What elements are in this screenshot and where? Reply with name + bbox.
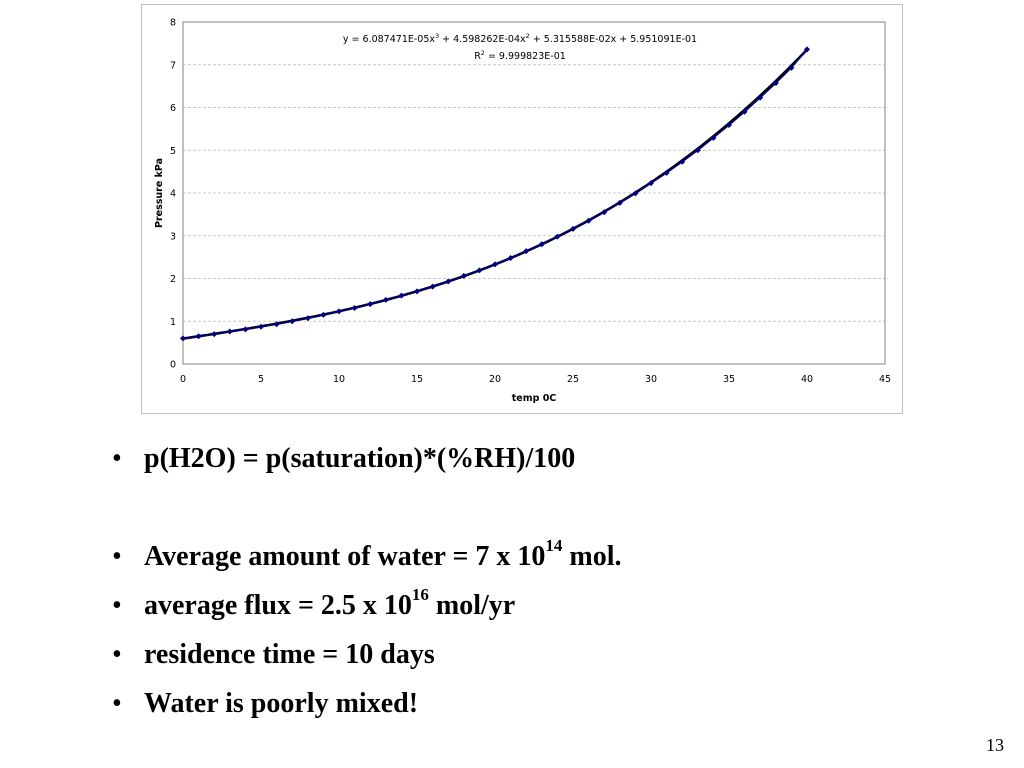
data-point — [367, 301, 374, 308]
bullet-text: Water is poorly mixed! — [144, 688, 419, 719]
data-point — [351, 304, 358, 311]
bullet-item: • Water is poorly mixed! — [112, 683, 622, 732]
data-point — [554, 233, 561, 240]
data-point — [180, 335, 186, 342]
data-point — [492, 261, 498, 268]
data-point — [741, 108, 748, 115]
data-point — [523, 248, 530, 255]
y-tick-labels: 0 1 2 3 4 5 6 7 8 — [170, 18, 176, 371]
data-point — [382, 296, 389, 303]
y-tick-label: 3 — [170, 231, 176, 242]
y-tick-label: 1 — [170, 317, 176, 328]
y-tick-label: 8 — [170, 18, 176, 29]
data-point — [648, 180, 654, 187]
bullet-item: • p(H2O) = p(saturation)*(%RH)/100 — [112, 438, 622, 487]
y-axis-title: Pressure kPa — [154, 158, 165, 228]
bullet-list: • p(H2O) = p(saturation)*(%RH)/100 • Avera… — [112, 438, 622, 732]
data-point — [663, 169, 670, 176]
data-point — [726, 122, 732, 129]
data-point — [616, 199, 623, 206]
bullet-icon: • — [112, 688, 122, 719]
data-point — [772, 80, 779, 87]
x-tick-label: 25 — [567, 374, 579, 385]
data-point — [445, 278, 452, 285]
data-points — [180, 46, 810, 342]
data-point — [429, 283, 436, 290]
data-point — [414, 288, 420, 295]
series-line — [182, 48, 808, 340]
x-tick-label: 35 — [723, 374, 735, 385]
bullet-item: • Average amount of water = 7 x 1014 mol. — [112, 536, 622, 585]
x-tick-label: 20 — [489, 374, 501, 385]
data-point — [460, 272, 467, 279]
x-tick-label: 30 — [645, 374, 657, 385]
data-point — [258, 323, 264, 330]
x-axis-title: temp 0C — [512, 393, 557, 404]
bullet-text-suffix: mol. — [562, 541, 622, 572]
bullet-icon: • — [112, 590, 122, 621]
y-tick-label: 4 — [170, 189, 176, 200]
data-point — [320, 311, 327, 318]
data-point — [788, 64, 795, 71]
data-point — [273, 321, 280, 328]
data-point — [601, 209, 608, 216]
bullet-text: Average amount of water = 7 x 10 — [144, 541, 546, 572]
data-point — [289, 318, 296, 325]
x-tick-label: 45 — [879, 374, 891, 385]
trendline — [182, 48, 808, 340]
data-point — [804, 46, 810, 53]
y-tick-label: 5 — [170, 146, 176, 157]
bullet-item: • residence time = 10 days — [112, 634, 622, 683]
data-point — [336, 308, 342, 315]
bullet-text-suffix: mol/yr — [428, 590, 516, 621]
exponent: 16 — [411, 584, 429, 604]
data-point — [694, 147, 701, 154]
data-point — [226, 328, 233, 335]
data-point — [710, 134, 717, 141]
data-point — [757, 94, 764, 101]
bullet-icon: • — [112, 541, 122, 572]
data-point — [679, 158, 686, 165]
x-tick-label: 0 — [180, 374, 186, 385]
data-point — [632, 190, 639, 197]
data-point — [538, 241, 545, 248]
data-point — [398, 292, 405, 299]
bullet-text: residence time = 10 days — [144, 639, 435, 670]
bullet-text: p(H2O) = p(saturation)*(%RH)/100 — [144, 443, 576, 474]
bullet-icon: • — [112, 443, 122, 474]
plot-area — [182, 21, 886, 365]
y-tick-label: 2 — [170, 274, 176, 285]
exponent: 14 — [545, 535, 563, 555]
x-tick-labels: 0 5 10 15 20 25 30 35 40 45 — [180, 374, 891, 385]
data-point — [242, 326, 249, 333]
x-tick-label: 15 — [411, 374, 423, 385]
r-squared-label: R2 = 9.999823E-01 — [474, 49, 566, 62]
y-tick-label: 0 — [170, 360, 176, 371]
bullet-icon: • — [112, 639, 122, 670]
data-point — [304, 315, 311, 322]
bullet-item: • average flux = 2.5 x 1016 mol/yr — [112, 585, 622, 634]
x-tick-label: 5 — [258, 374, 264, 385]
gridlines — [183, 64, 885, 322]
y-tick-label: 6 — [170, 103, 176, 114]
data-point — [195, 333, 202, 340]
data-point — [585, 217, 592, 224]
data-point — [211, 331, 218, 338]
x-tick-label: 10 — [333, 374, 345, 385]
data-point — [476, 267, 483, 274]
bullet-text: average flux = 2.5 x 10 — [144, 590, 412, 621]
slide-number: 13 — [986, 735, 1004, 755]
trendline-equation: y = 6.087471E-05x3 + 4.598262E-04x2 + 5.… — [343, 32, 697, 45]
data-point — [570, 225, 576, 232]
x-tick-label: 40 — [801, 374, 813, 385]
y-tick-label: 7 — [170, 60, 176, 71]
